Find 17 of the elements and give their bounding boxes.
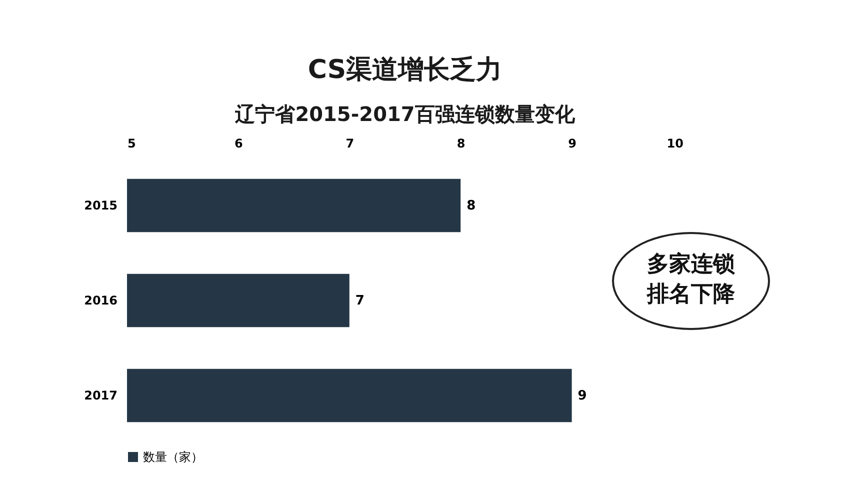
y-tick-label: 2017	[84, 388, 118, 402]
chart-title: CS渠道增长乏力	[308, 55, 502, 85]
data-label: 8	[466, 198, 476, 214]
annotation: 排名下降	[646, 281, 736, 309]
x-tick-label: 5	[128, 136, 136, 150]
legend-label: 数量（家）	[143, 450, 203, 464]
data-label: 9	[578, 388, 587, 404]
y-tick-label: 2015	[84, 198, 118, 212]
x-tick-label: 7	[346, 136, 354, 150]
data-label: 7	[355, 294, 364, 308]
x-tick-label: 6	[234, 136, 243, 150]
x-tick-label: 10	[666, 136, 684, 150]
y-tick-label: 2016	[84, 294, 118, 308]
annotation: 多家连锁	[646, 250, 736, 279]
x-tick-label: 8	[456, 136, 466, 150]
chart-subtitle: 辽宁省2015-2017百强连锁数量变化	[234, 102, 576, 126]
x-tick-label: 9	[568, 136, 576, 150]
